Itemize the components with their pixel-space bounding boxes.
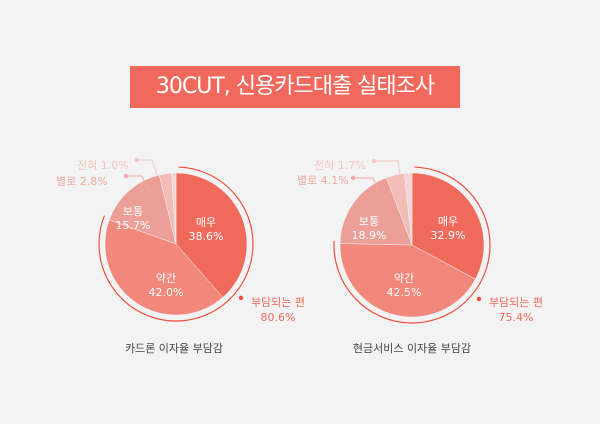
label-byeollo: 별로 4.1% <box>297 174 349 187</box>
summary-arc <box>333 166 491 324</box>
leader-dot <box>371 158 377 164</box>
chart-caption: 카드론 이자율 부담감 <box>124 342 224 355</box>
pie-slice-1 <box>104 219 224 316</box>
pie-slice-1 <box>339 243 476 318</box>
pie-slice-4 <box>404 172 413 246</box>
label-maeu: 매우 38.6% <box>188 216 224 243</box>
leader-dot <box>134 157 140 163</box>
pie-slice-2 <box>108 174 177 245</box>
summary-arc <box>98 166 254 322</box>
leader-dot <box>350 175 356 181</box>
leader-line <box>126 175 151 195</box>
leader-line <box>353 177 379 191</box>
label-botong: 보통 15.7% <box>115 205 151 232</box>
pie-slice-2 <box>339 177 413 246</box>
label-byeollo: 별로 2.8% <box>56 175 108 188</box>
leader-line <box>137 159 158 176</box>
label-maeu: 매우 32.9% <box>430 215 466 242</box>
pie-slice-4 <box>171 172 177 245</box>
label-botong: 보통 18.9% <box>351 215 387 242</box>
label-yakgan: 약간 42.5% <box>386 272 422 299</box>
leader-line <box>374 160 401 175</box>
summary-label: 부담되는 편 80.6% <box>250 296 306 324</box>
pie-slice-0 <box>175 172 248 298</box>
summary-dot <box>476 296 482 302</box>
label-jeonhyeo: 전혀 1.0% <box>77 159 129 172</box>
summary-label: 부담되는 편 75.4% <box>488 296 544 324</box>
pie-slice-0 <box>411 172 485 280</box>
chart-caption: 현금서비스 이자율 부담감 <box>352 342 472 355</box>
label-yakgan: 약간 42.0% <box>148 272 184 299</box>
label-jeonhyeo: 전혀 1.7% <box>314 159 366 172</box>
leader-dot <box>123 173 129 179</box>
page-title: 30CUT, 신용카드대출 실태조사 <box>130 66 460 108</box>
summary-dot <box>238 295 244 301</box>
